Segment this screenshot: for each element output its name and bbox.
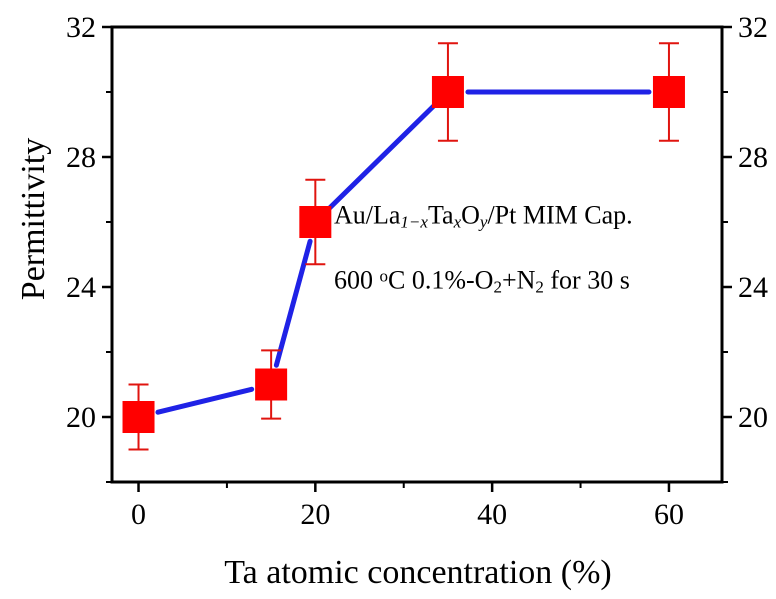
- annotation-segment: x: [453, 213, 462, 232]
- annotation-segment: 1−x: [400, 213, 428, 232]
- y-left-tick-label: 20: [66, 401, 96, 434]
- plot-frame: [110, 25, 724, 484]
- series-line-segment: [155, 386, 255, 415]
- y-left-tick-label: 28: [66, 141, 96, 174]
- marker-group: [122, 76, 685, 433]
- annotation-segment: C 0.1%-O: [388, 266, 493, 295]
- x-tick-label: 40: [477, 498, 507, 531]
- y-right-tick-label: 24: [738, 271, 768, 304]
- annotation-segment: Ta: [428, 201, 454, 230]
- annotation-segment: 2: [535, 278, 544, 297]
- annotation-line-2: 600 oC 0.1%-O2+N2 for 30 s: [334, 266, 630, 297]
- y-axis-title: Permittivity: [15, 138, 52, 300]
- annotation-segment: Au/La: [334, 201, 401, 230]
- data-point-marker: [431, 76, 464, 108]
- x-tick-label: 20: [300, 498, 330, 531]
- annotation-line-1: Au/La1−xTaxOy/Pt MIM Cap.: [334, 201, 633, 232]
- annotation-segment: for 30 s: [544, 266, 630, 295]
- annotation-segment: 600: [334, 266, 380, 295]
- error-bar-group: [128, 42, 679, 451]
- tick-label-group: 0 20 40 60 20 24 28 32 20 24 28 32: [66, 11, 768, 531]
- y-left-tick-label: 24: [66, 271, 96, 304]
- series-line-segment: [273, 238, 313, 368]
- annotation-segment: /Pt MIM Cap.: [487, 201, 632, 230]
- plot-frame-group: [110, 25, 724, 484]
- data-point-marker: [122, 401, 155, 433]
- series-line-segment: [327, 103, 437, 211]
- annotation-segment: o: [380, 267, 389, 286]
- annotation-segment: O: [461, 201, 480, 230]
- data-point-marker: [652, 76, 685, 108]
- x-axis-title: Ta atomic concentration (%): [224, 554, 612, 591]
- y-right-tick-label: 32: [738, 11, 768, 44]
- x-tick-label: 0: [131, 498, 146, 531]
- data-point-marker: [255, 368, 288, 401]
- series-line-group: [155, 89, 652, 415]
- data-point-marker: [299, 206, 332, 238]
- y-right-tick-label: 20: [738, 401, 768, 434]
- annotation-segment: y: [478, 213, 488, 232]
- annotation-segment: +N: [502, 266, 536, 295]
- y-right-tick-label: 28: [738, 141, 768, 174]
- tick-group: [102, 25, 732, 492]
- annotation-segment: 2: [493, 278, 502, 297]
- y-left-tick-label: 32: [66, 11, 96, 44]
- x-tick-label: 60: [654, 498, 684, 531]
- annotation-group: Au/La1−xTaxOy/Pt MIM Cap.600 oC 0.1%-O2+…: [334, 201, 633, 297]
